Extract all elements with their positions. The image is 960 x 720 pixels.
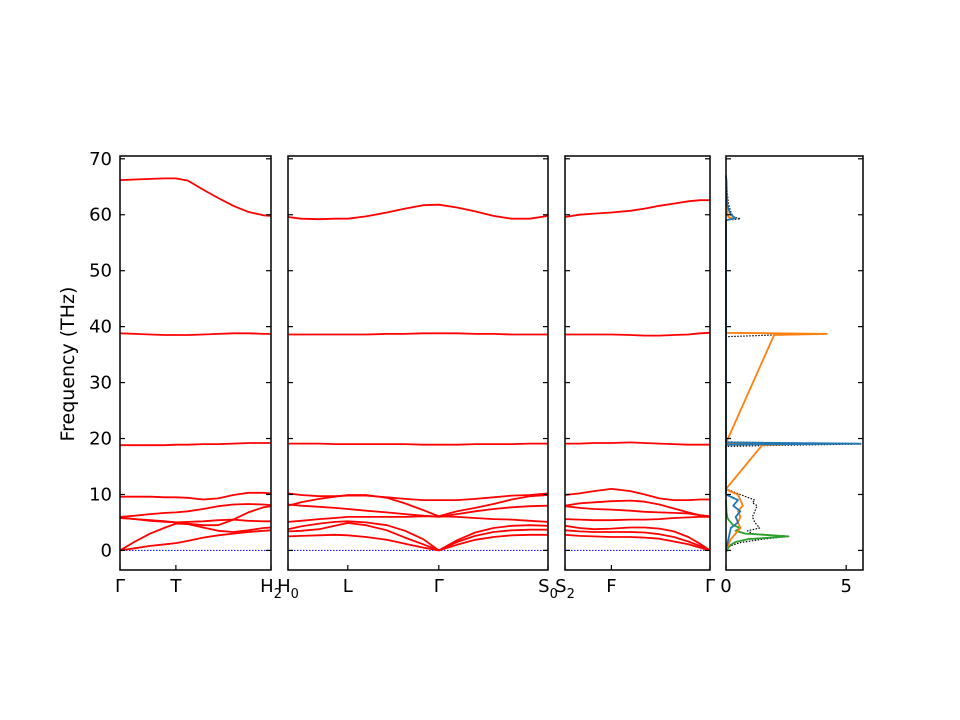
- y-tick-label: 50: [89, 261, 112, 282]
- y-tick-label: 30: [89, 373, 112, 394]
- q-point-label: S2: [555, 576, 575, 602]
- band-line-6: [287, 503, 549, 518]
- y-tick-label: 10: [89, 484, 112, 505]
- band-line-3: [565, 441, 710, 446]
- y-tick-label: 0: [101, 540, 112, 561]
- band-line-9: [287, 522, 548, 552]
- band-line-3: [288, 442, 548, 446]
- band-line-9: [119, 529, 272, 552]
- band-line-7: [287, 515, 549, 523]
- band-line-2: [565, 331, 711, 337]
- q-point-label: Γ: [434, 576, 444, 597]
- band-line-4: [120, 491, 272, 501]
- y-axis-label: Frequency (THz): [57, 287, 79, 442]
- band-line-5: [119, 503, 272, 518]
- band-line-9: [564, 529, 711, 552]
- band-line-1: [564, 199, 710, 218]
- band-line-2: [119, 332, 271, 336]
- q-point-label: F: [606, 576, 616, 597]
- band-line-4: [564, 487, 710, 502]
- band-line-8: [119, 522, 272, 552]
- y-tick-label: 70: [89, 149, 112, 170]
- band-panel-s2-f-gamma: S2 F Γ: [555, 155, 715, 602]
- q-point-label: T: [169, 576, 182, 597]
- band-panel-h0-l-gamma-s0: H0 L Γ S0: [277, 155, 558, 602]
- band-line-8: [287, 520, 549, 552]
- y-tick-label: 20: [89, 429, 112, 450]
- band-line-3: [120, 442, 271, 447]
- dos-curve-2: [725, 500, 790, 553]
- q-point-subscript: 0: [291, 587, 299, 602]
- dos-frame: [725, 155, 864, 571]
- dos-x-tick-label: 0: [720, 576, 731, 597]
- q-point-subscript: 2: [274, 587, 282, 602]
- q-point-subscript: 0: [550, 587, 558, 602]
- q-point-label: L: [343, 576, 353, 597]
- band-line-10: [564, 533, 711, 552]
- band-line-5: [287, 494, 549, 518]
- band-line-8: [564, 524, 711, 552]
- q-point-subscript: 2: [567, 587, 575, 602]
- band-line-7: [564, 516, 710, 522]
- dos-curve-1: [725, 175, 862, 553]
- band-line-4: [287, 492, 549, 502]
- q-point-label: Γ: [115, 576, 125, 597]
- panel-frame: [287, 155, 549, 571]
- dos-curve-4: [725, 175, 862, 551]
- panel-frame: [564, 155, 711, 571]
- dos-curve-3: [725, 203, 828, 551]
- q-point-label: Γ: [705, 576, 715, 597]
- dos-x-tick-label: 5: [840, 576, 851, 597]
- band-line-1: [287, 203, 549, 221]
- y-tick-label: 40: [89, 317, 112, 338]
- band-line-6: [564, 505, 711, 518]
- band-line-10: [287, 533, 548, 552]
- band-line-2: [288, 332, 548, 336]
- y-tick-label: 60: [89, 205, 112, 226]
- band-line-1: [119, 177, 272, 217]
- panel-frame: [119, 155, 272, 571]
- band-line-7: [119, 505, 272, 527]
